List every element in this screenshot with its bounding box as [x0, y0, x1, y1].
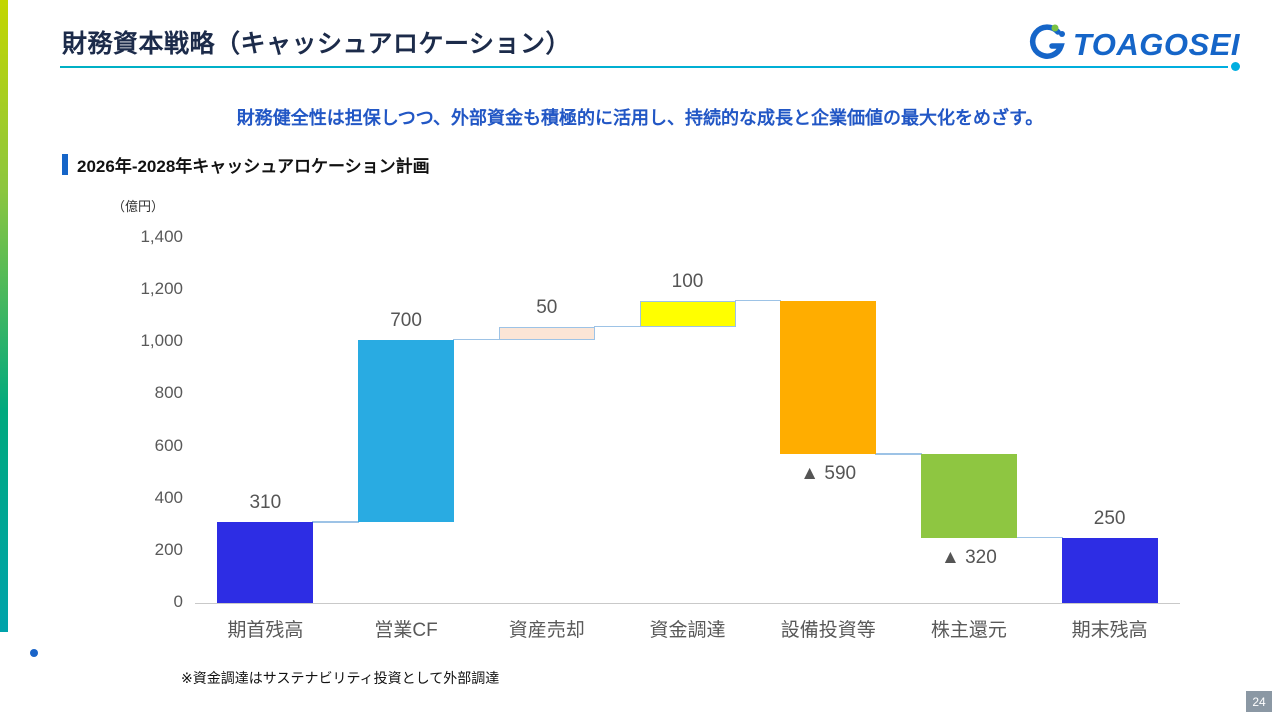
toagosei-logo-icon [1026, 22, 1066, 67]
page-title: 財務資本戦略（キャッシュアロケーション） [62, 30, 572, 58]
toagosei-logo: TOAGOSEI [1026, 22, 1240, 67]
x-axis-category-label: 資金調達 [649, 620, 726, 641]
waterfall-connector [875, 453, 922, 455]
x-axis-category-label: 期首残高 [227, 620, 304, 641]
waterfall-bar [217, 522, 314, 603]
waterfall-bar [1061, 537, 1158, 603]
waterfall-connector [734, 299, 782, 302]
x-axis-line [195, 603, 1180, 604]
waterfall-bar [498, 326, 595, 340]
title-underline [60, 66, 1228, 68]
waterfall-connector [1015, 536, 1063, 539]
footnote: ※資金調達はサステナビリティ投資として外部調達 [181, 670, 500, 686]
section-heading-label: 2026年-2028年キャッシュアロケーション計画 [77, 157, 430, 176]
waterfall-bar [358, 339, 455, 523]
y-axis-tick-label: 600 [154, 435, 183, 455]
x-axis-category-label: 設備投資等 [780, 620, 876, 641]
y-axis-tick-label: 0 [173, 592, 183, 611]
section-heading: 2026年-2028年キャッシュアロケーション計画 [62, 152, 430, 177]
y-axis-tick-label: 1,400 [140, 227, 183, 246]
bar-value-label: 50 [536, 296, 558, 318]
bar-value-label: 100 [671, 270, 704, 292]
waterfall-bar [639, 300, 736, 327]
x-axis-category-label: 株主還元 [930, 620, 1007, 641]
toagosei-logo-text: TOAGOSEI [1072, 26, 1240, 62]
axis-unit-label: （億円） [112, 199, 165, 214]
waterfall-connector [593, 325, 641, 328]
y-axis-tick-label: 400 [154, 487, 183, 507]
x-axis-category-label: 期末残高 [1071, 620, 1148, 641]
waterfall-bar [920, 454, 1017, 538]
waterfall-connector [312, 521, 360, 523]
y-axis-tick-label: 200 [154, 539, 183, 559]
section-accent-bar [62, 154, 68, 175]
bar-value-label: 700 [390, 309, 422, 331]
bar-value-label: ▲ 320 [941, 546, 997, 568]
x-axis-category-label: 営業CF [374, 620, 438, 641]
y-axis-tick-label: 1,000 [140, 331, 183, 351]
waterfall-connector [453, 338, 500, 341]
x-axis-category-label: 資産売却 [508, 620, 585, 641]
left-accent-bar [0, 0, 8, 632]
bar-value-label: ▲ 590 [800, 463, 857, 485]
bar-value-label: 250 [1093, 507, 1126, 529]
waterfall-bar [780, 300, 877, 455]
bar-value-label: 310 [249, 492, 282, 514]
subtitle: 財務健全性は担保しつつ、外部資金も積極的に活用し、持続的な成長と企業価値の最大化… [236, 108, 1044, 128]
y-axis-tick-label: 1,200 [140, 279, 183, 299]
title-underline-dot [1231, 62, 1240, 71]
y-axis-tick-label: 800 [154, 383, 183, 403]
page-number: 24 [1246, 691, 1272, 712]
left-accent-dot [30, 649, 38, 657]
